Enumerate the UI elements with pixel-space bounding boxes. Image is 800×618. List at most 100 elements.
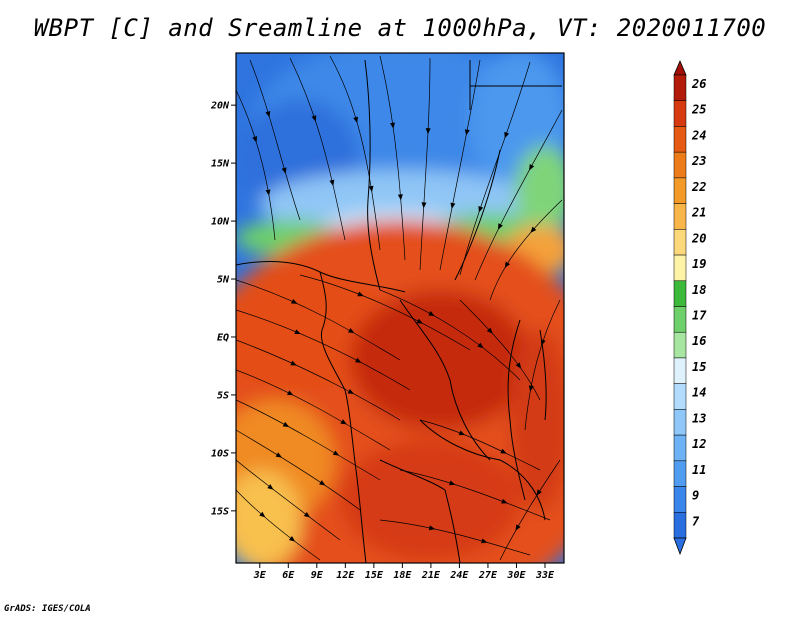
x-tick-label: 9E [311,570,324,581]
credit-text: GrADS: IGES/COLA [4,604,91,614]
streamline-arrowhead [481,538,488,544]
colorbar-label: 9 [692,489,699,503]
streamline-arrowhead [486,327,493,334]
streamline-arrowhead [347,388,355,394]
streamline-arrowhead [259,511,266,518]
colorbar-swatch [673,151,687,179]
colorbar-label: 25 [691,103,706,117]
y-tick-label: EQ [217,332,229,343]
streamline-arrowhead [458,430,466,436]
streamline-arrowhead [311,115,317,122]
streamline-arrowhead [528,385,534,392]
y-tick-label: 20N [210,101,230,112]
streamline-arrowhead [428,311,435,317]
streamline-arrowhead [319,480,326,486]
colorbar-label: 23 [691,154,706,168]
y-tick-label: 10S [211,448,229,459]
streamline-arrowhead [267,484,274,490]
streamline-arrowhead [498,223,503,230]
streamline-arrowhead [252,136,258,143]
colorbar-swatch [673,409,687,436]
colorbar-swatch [673,357,687,384]
streamline-arrowhead [332,450,340,456]
streamline-arrowhead [478,206,484,213]
streamline-arrowhead [529,164,535,171]
colorbar-swatch [673,229,687,256]
colorbar-swatch [673,434,687,462]
colorbar-swatch [673,486,687,513]
colorbar-over-arrow [673,59,687,76]
colorbar-under-arrow [673,537,687,556]
x-axis: 3E 6E 9E 12E 15E 18E 21E 24E 27E 30E 33E [253,563,555,581]
colorbar-label: 22 [691,180,706,194]
streamline-arrowhead [421,202,427,209]
x-tick-label: 27E [478,570,498,581]
x-tick-label: 24E [449,570,469,581]
colorbar-label: 21 [691,206,706,220]
y-tick-label: 15S [211,506,229,517]
map-figure: 20N 15N 10N 5N EQ 5S 10S 15S 3E 6E 9E 12E 15E 18E 21E… [210,52,707,581]
y-axis: 20N 15N 10N 5N EQ 5S 10S 15S [210,101,236,517]
colorbar-label: 16 [692,334,706,348]
y-tick-label: 15N [211,159,230,170]
streamline-arrowhead [340,419,347,425]
streamline-arrowhead [286,390,294,396]
streamline-arrowhead [530,226,537,233]
colorbar-swatch [673,331,687,359]
streamline-arrowhead [536,489,542,496]
colorbar-label: 20 [691,231,706,245]
colorbar-label: 17 [692,309,707,323]
streamline-arrowhead [303,511,311,518]
colorbar-swatch [673,74,687,101]
map-frame [235,52,565,564]
streamline-arrowhead [500,448,507,454]
y-tick-label: 5N [217,275,230,286]
streamline-arrowhead [501,498,508,504]
streamline-arrowhead [425,128,431,135]
streamline-arrowhead [515,524,521,531]
colorbar-swatch [673,383,687,410]
colorbar-label: 19 [692,257,706,271]
colorbar-label: 24 [691,128,706,142]
streamline-arrowhead [275,452,282,458]
x-tick-label: 33E [535,570,555,581]
streamline-arrowhead [288,536,296,542]
streamline-arrows [252,110,546,544]
colorbar-swatch [673,460,687,487]
country-borders [236,59,562,563]
streamline-arrowhead [368,185,374,193]
streamline-arrowhead [450,202,456,209]
colorbar-swatch [673,254,687,282]
colorbar-label: 26 [691,77,706,91]
streamline-arrowhead [265,110,271,118]
streamline-arrowhead [357,291,364,297]
streamline-arrowhead [504,131,510,139]
colorbar-swatch [673,100,687,127]
x-tick-label: 15E [365,570,384,581]
colorbar-label: 15 [692,360,706,374]
colorbar: 26 25 24 23 22 21 20 19 18 17 16 15 14 13 12 11 9 7 [673,59,707,556]
chart-title: WBPT [C] and Sreamline at 1000hPa, VT: 2… [33,14,767,42]
colorbar-label: 18 [692,283,706,297]
streamline-arrowhead [294,329,301,334]
colorbar-swatch [673,203,687,230]
streamline-arrowhead [449,480,456,486]
x-tick-label: 21E [421,570,441,581]
streamline-arrowhead [281,167,287,174]
colorbar-swatch [673,306,687,333]
x-tick-label: 6E [282,570,295,581]
streamline-arrowhead [515,362,522,369]
streamline-arrowhead [355,357,362,363]
colorbar-label: 14 [692,386,706,400]
streamline-arrowhead [265,189,271,196]
x-tick-label: 18E [393,570,412,581]
colorbar-swatch [673,126,687,153]
x-tick-label: 30E [506,570,526,581]
streamline-arrowhead [477,342,484,349]
x-tick-label: 12E [336,570,355,581]
streamline-arrowhead [504,261,510,268]
y-tick-label: 10N [211,217,230,228]
streamline-arrowhead [282,421,290,428]
streamline-arrowhead [329,179,335,187]
colorbar-swatch [673,177,687,204]
